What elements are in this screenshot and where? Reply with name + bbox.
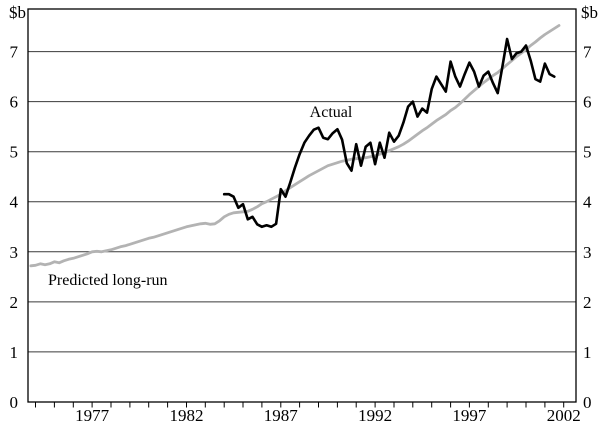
y-axis-label-left-1: 1	[10, 343, 19, 362]
plot-border	[27, 8, 577, 403]
y-axis-label-right-3: 3	[583, 243, 592, 262]
predicted-long-run-line	[29, 24, 561, 268]
y-axis-label-left-6: 6	[10, 93, 19, 112]
y-axis-label-left-5: 5	[10, 143, 19, 162]
y-axis-label-left-7: 7	[10, 43, 19, 62]
y-axis-label-right-7: 7	[583, 43, 592, 62]
y-axis-label-left-0: 0	[10, 393, 19, 412]
predicted-series-label: Predicted long-run	[48, 272, 168, 289]
x-axis-label-1987: 1987	[264, 406, 299, 425]
x-axis-label-2002: 2002	[547, 406, 581, 425]
y-axis-label-left-2: 2	[10, 293, 19, 312]
y-axis-label-right-2: 2	[583, 293, 592, 312]
x-axis-label-1977: 1977	[75, 406, 110, 425]
y-axis-label-right-4: 4	[583, 193, 592, 212]
x-axis-label-1982: 1982	[170, 406, 204, 425]
actual-line	[222, 37, 556, 229]
unit-label-right: $b	[581, 3, 598, 22]
unit-label-left: $b	[9, 3, 26, 22]
y-axis-label-right-0: 0	[583, 393, 592, 412]
x-axis-label-1997: 1997	[452, 406, 487, 425]
y-axis-label-left-4: 4	[10, 193, 19, 212]
actual-series-label: Actual	[310, 104, 353, 121]
y-axis-label-left-3: 3	[10, 243, 19, 262]
y-axis-label-right-5: 5	[583, 143, 592, 162]
y-axis-label-right-1: 1	[583, 343, 592, 362]
y-axis-label-right-6: 6	[583, 93, 592, 112]
x-axis-label-1992: 1992	[358, 406, 392, 425]
